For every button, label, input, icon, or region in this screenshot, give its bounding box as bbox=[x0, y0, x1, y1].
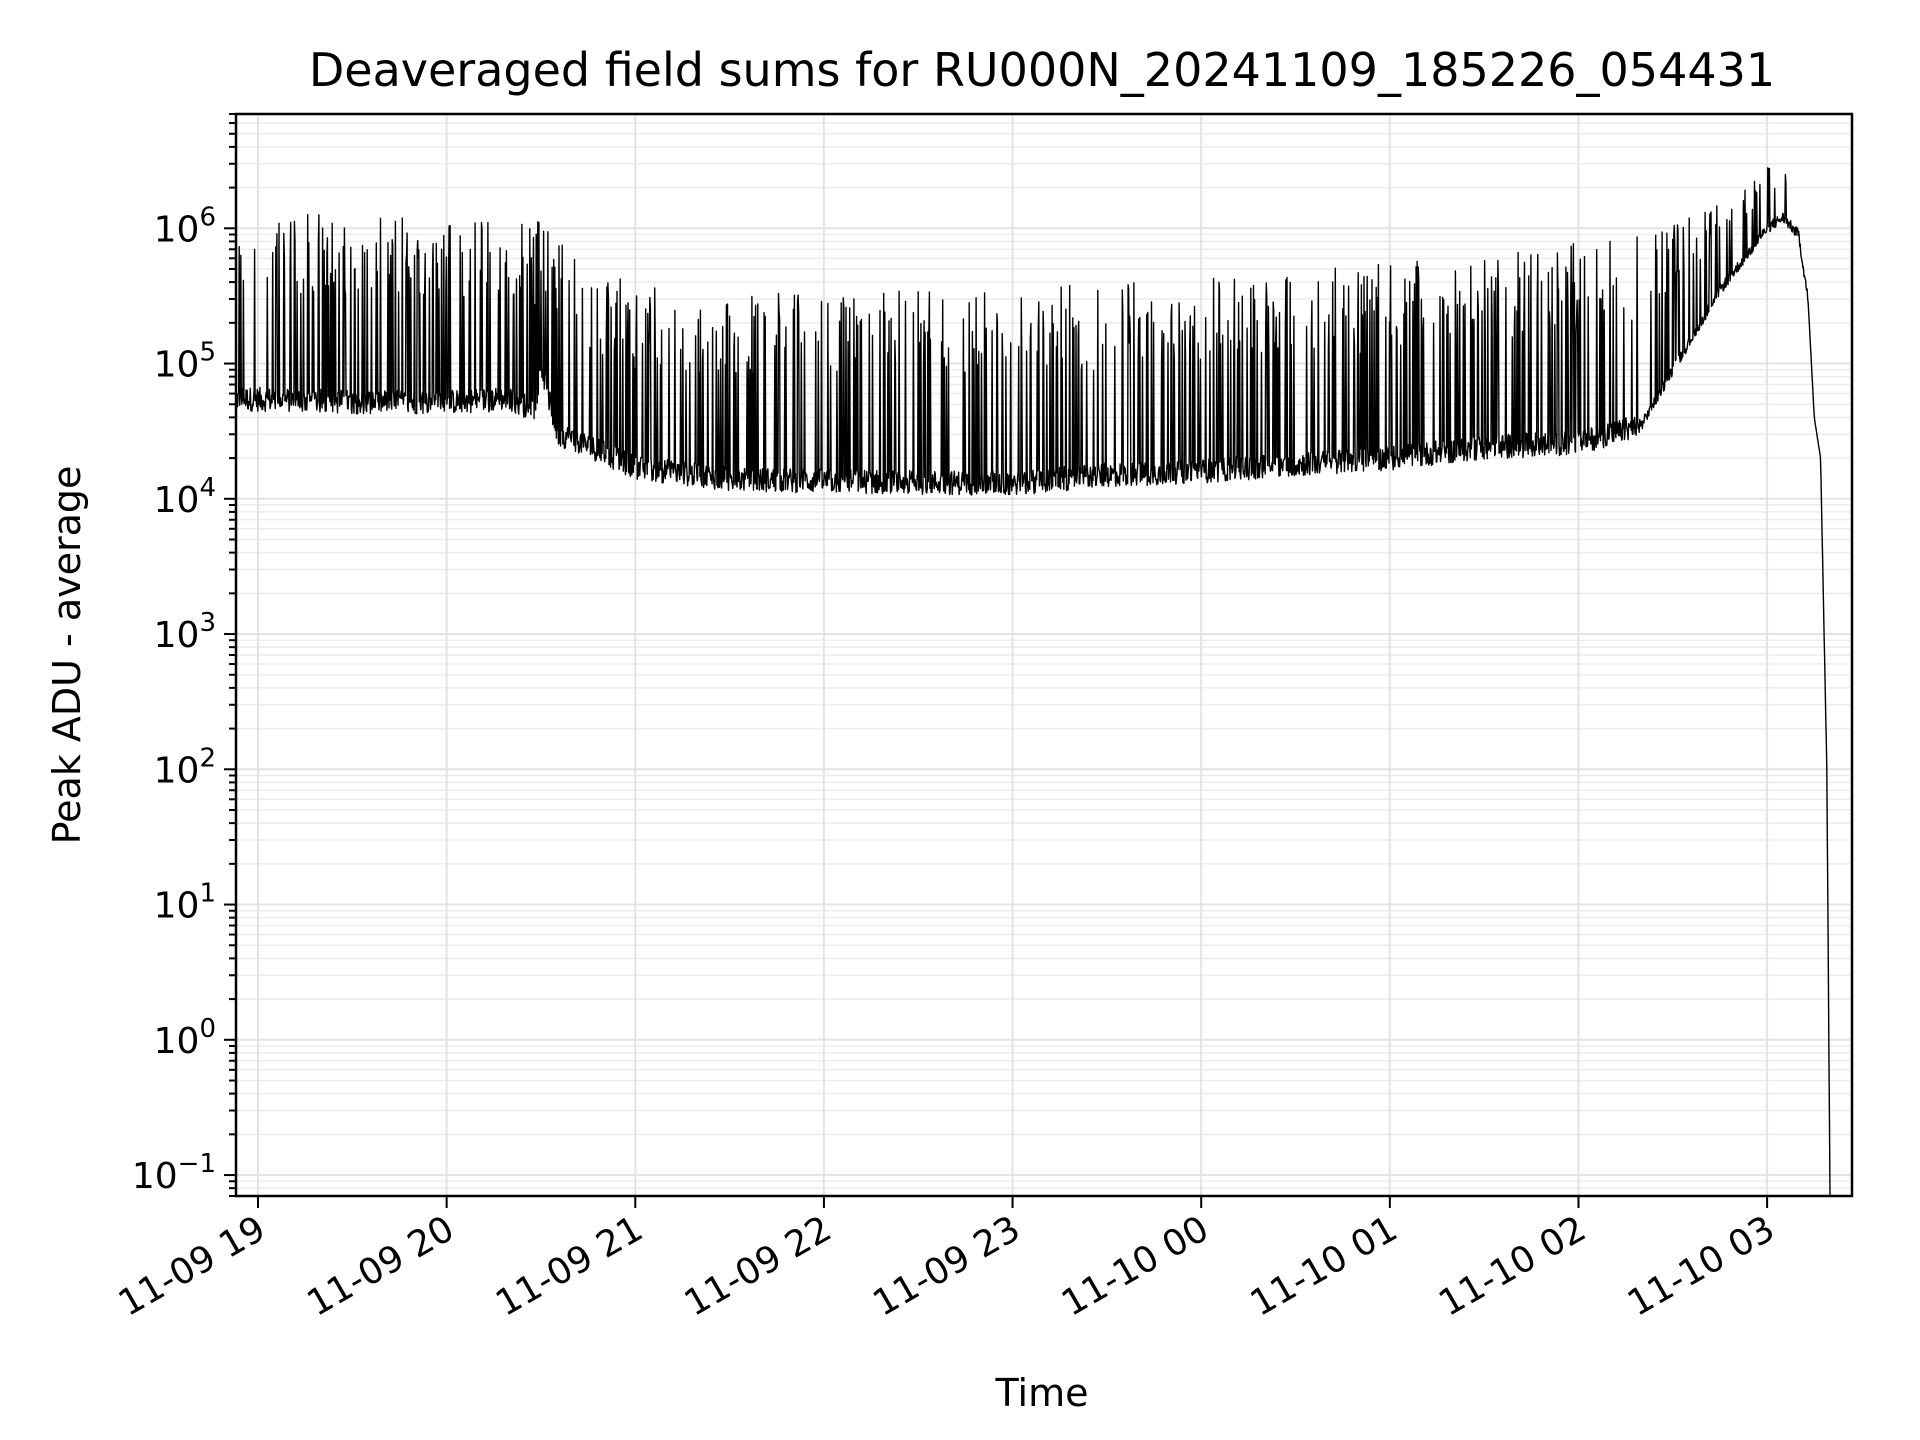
y-tick-base: 10 bbox=[154, 1021, 200, 1062]
y-tick-exponent: −1 bbox=[178, 1149, 216, 1179]
series-layer bbox=[235, 167, 1831, 1197]
y-tick-base: 10 bbox=[154, 615, 200, 656]
y-tick-label: 104 bbox=[154, 473, 216, 521]
y-tick-base: 10 bbox=[154, 750, 200, 791]
series-line bbox=[235, 167, 1831, 1197]
y-tick-label: 100 bbox=[154, 1014, 216, 1062]
y-tick-exponent: 5 bbox=[199, 338, 216, 368]
y-tick-base: 10 bbox=[132, 1156, 178, 1197]
y-tick-exponent: 3 bbox=[199, 608, 216, 638]
chart-title: Deaveraged field sums for RU000N_2024110… bbox=[309, 43, 1775, 97]
y-tick-base: 10 bbox=[154, 209, 200, 250]
y-axis-label: Peak ADU - average bbox=[45, 466, 89, 845]
y-tick-exponent: 6 bbox=[199, 202, 216, 232]
grid bbox=[236, 113, 1852, 1197]
y-tick-base: 10 bbox=[154, 480, 200, 521]
y-tick-label: 101 bbox=[154, 879, 216, 927]
y-tick-label: 102 bbox=[154, 743, 216, 791]
y-tick-label: 103 bbox=[154, 608, 216, 656]
y-tick-exponent: 4 bbox=[199, 473, 216, 503]
y-tick-label: 106 bbox=[154, 202, 216, 250]
y-tick-label: 10−1 bbox=[132, 1149, 216, 1197]
y-tick-exponent: 0 bbox=[199, 1014, 216, 1044]
y-tick-exponent: 2 bbox=[199, 743, 216, 773]
y-tick-exponent: 1 bbox=[199, 879, 216, 909]
y-tick-base: 10 bbox=[154, 345, 200, 386]
x-axis-label: Time bbox=[995, 1371, 1089, 1415]
y-tick-label: 105 bbox=[154, 338, 216, 386]
y-tick-base: 10 bbox=[154, 886, 200, 927]
